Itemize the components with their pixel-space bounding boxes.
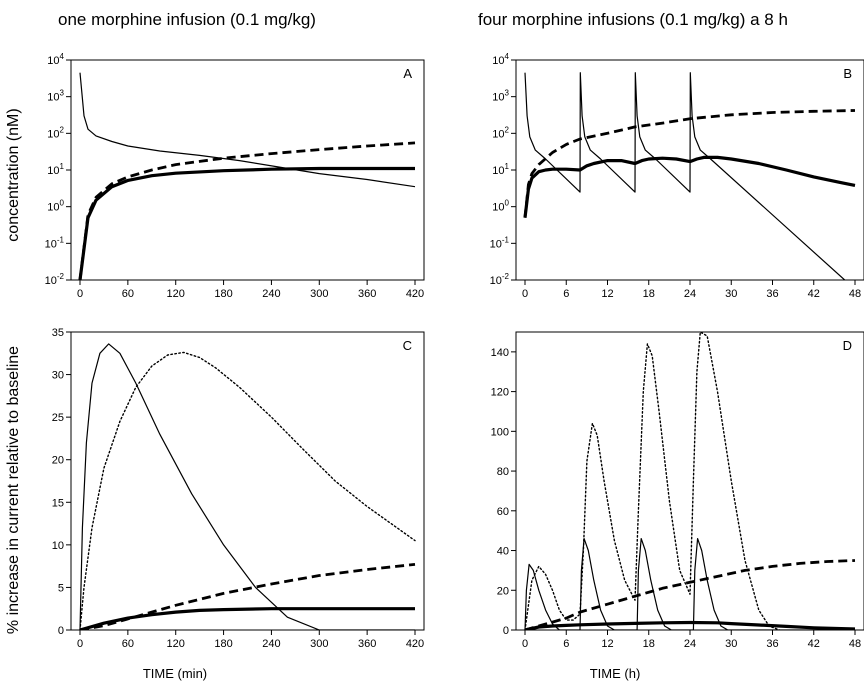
y-tick-label: 104 xyxy=(492,52,509,67)
x-tick-label: 48 xyxy=(849,638,861,650)
y-tick-label: 40 xyxy=(497,546,509,558)
x-tick-label: 240 xyxy=(262,638,280,650)
y-tick-label: 80 xyxy=(497,466,509,478)
x-tick-label: 24 xyxy=(684,288,696,300)
series-line-dotted xyxy=(79,351,416,630)
panel-label: B xyxy=(843,66,852,81)
x-tick-label: 0 xyxy=(77,288,83,300)
y-tick-label: 35 xyxy=(52,327,64,339)
panel-label: D xyxy=(843,338,852,353)
x-tick-label: 36 xyxy=(766,288,778,300)
x-tick-label: 30 xyxy=(725,288,737,300)
y-tick-label: 25 xyxy=(52,412,64,424)
y-tick-label: 102 xyxy=(47,125,64,140)
series-line-dashed xyxy=(524,559,856,630)
series-line-thick xyxy=(78,166,415,280)
y-tick-label: 20 xyxy=(497,585,509,597)
series-line-thin xyxy=(524,538,855,630)
x-tick-label: 360 xyxy=(358,638,376,650)
y-tick-label: 10-2 xyxy=(45,272,65,287)
series-line-dashed xyxy=(79,563,416,630)
x-tick-label: 360 xyxy=(358,288,376,300)
y-tick-label: 120 xyxy=(491,387,509,399)
series-line-thin xyxy=(79,72,416,188)
x-tick-label: 12 xyxy=(601,638,613,650)
y-tick-label: 100 xyxy=(492,199,509,214)
x-tick-label: 6 xyxy=(563,288,569,300)
y-tick-label: 101 xyxy=(47,162,64,177)
y-tick-label: 10-1 xyxy=(45,235,65,250)
y-tick-label: 5 xyxy=(58,582,64,594)
series-line-thick xyxy=(523,155,856,218)
panel-label: C xyxy=(403,338,412,353)
x-tick-label: 240 xyxy=(262,288,280,300)
x-tick-label: 180 xyxy=(214,288,232,300)
x-tick-label: 180 xyxy=(214,638,232,650)
series-line-dashed xyxy=(523,109,856,218)
panel-label: A xyxy=(403,66,412,81)
y-tick-label: 10-1 xyxy=(490,235,510,250)
x-tick-label: 60 xyxy=(122,288,134,300)
x-tick-label: 120 xyxy=(167,638,185,650)
x-tick-label: 42 xyxy=(808,288,820,300)
plot-frame xyxy=(70,331,425,631)
y-tick-label: 10 xyxy=(52,540,64,552)
x-tick-label: 36 xyxy=(766,638,778,650)
y-tick-label: 60 xyxy=(497,506,509,518)
y-tick-label: 140 xyxy=(491,347,509,359)
x-tick-label: 60 xyxy=(122,638,134,650)
x-tick-label: 24 xyxy=(684,638,696,650)
y-tick-label: 10-2 xyxy=(490,272,510,287)
series-line-dashed xyxy=(78,141,416,280)
panel-c: 0 60 120 180 240 300 360 420 0 5 10 15 20 25 30 35 C xyxy=(52,327,425,650)
y-tick-label: 100 xyxy=(491,426,509,438)
x-tick-label: 300 xyxy=(310,288,328,300)
series-line-thick xyxy=(524,620,856,630)
panel-b: 0 6 12 18 24 30 36 42 48 10-2 10-1 100 101 102 103 104 B xyxy=(490,52,864,300)
x-tick-label: 12 xyxy=(601,288,613,300)
x-tick-label: 120 xyxy=(167,288,185,300)
x-tick-label: 300 xyxy=(310,638,328,650)
y-tick-label: 0 xyxy=(503,625,509,637)
right-x-axis-label: TIME (h) xyxy=(589,666,641,681)
x-tick-label: 0 xyxy=(522,288,528,300)
y-tick-label: 101 xyxy=(492,162,509,177)
x-tick-label: 0 xyxy=(522,638,528,650)
y-tick-label: 104 xyxy=(47,52,64,67)
y-tick-label: 100 xyxy=(47,199,64,214)
x-tick-label: 420 xyxy=(406,288,424,300)
x-tick-label: 30 xyxy=(725,638,737,650)
panel-d: 0 6 12 18 24 30 36 42 48 0 20 40 60 80 100 120 140 D xyxy=(491,331,864,650)
y-tick-label: 15 xyxy=(52,497,64,509)
y-tick-label: 0 xyxy=(58,625,64,637)
y-tick-label: 103 xyxy=(492,89,509,104)
series-line-thin xyxy=(79,343,415,630)
x-tick-label: 42 xyxy=(808,638,820,650)
x-tick-label: 18 xyxy=(643,288,655,300)
left-x-axis-label: TIME (min) xyxy=(142,666,208,681)
x-tick-label: 6 xyxy=(563,638,569,650)
y-tick-label: 103 xyxy=(47,89,64,104)
series-line-thick xyxy=(79,607,415,630)
y-tick-label: 30 xyxy=(52,370,64,382)
x-tick-label: 0 xyxy=(77,638,83,650)
x-tick-label: 48 xyxy=(849,288,861,300)
right-column-title: four morphine infusions (0.1 mg/kg) a 8 … xyxy=(478,10,788,29)
series-line-dotted xyxy=(524,332,781,630)
y-tick-label: 20 xyxy=(52,455,64,467)
x-tick-label: 420 xyxy=(406,638,424,650)
left-column-title: one morphine infusion (0.1 mg/kg) xyxy=(58,10,316,29)
series-line-thin xyxy=(524,72,846,280)
x-tick-label: 18 xyxy=(643,638,655,650)
y-tick-label: 102 xyxy=(492,125,509,140)
panel-a: 0 60 120 180 240 300 360 420 10-2 10-1 100 101 102 10… xyxy=(45,52,425,300)
